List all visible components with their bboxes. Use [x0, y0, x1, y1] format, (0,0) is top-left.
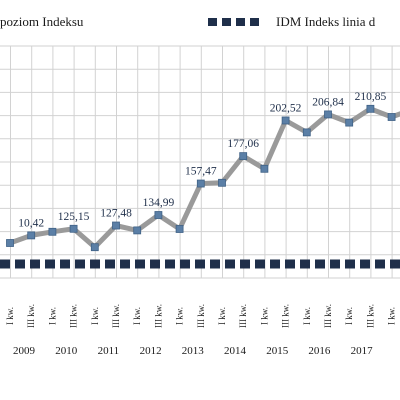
x-tick-label: I kw. [132, 307, 142, 325]
index-point [112, 221, 120, 230]
data-label: 134,99 [143, 197, 175, 209]
x-tick-label: III kw. [281, 304, 291, 328]
x-tick-label: I kw. [217, 307, 227, 325]
index-point [133, 226, 142, 235]
index-point [175, 225, 184, 233]
year-label: 2015 [266, 345, 289, 357]
index-point [366, 104, 375, 113]
index-point [196, 179, 205, 188]
index-point [324, 110, 332, 119]
x-tick-label: III kw. [69, 304, 79, 328]
year-label: 2016 [308, 345, 331, 357]
x-tick-label: I kw. [90, 307, 100, 325]
data-label: 157,47 [185, 166, 217, 178]
x-tick-label: III kw. [365, 304, 375, 328]
index-point [218, 178, 226, 187]
year-label: 2012 [140, 345, 162, 357]
data-label: 177,06 [227, 138, 259, 150]
year-label: 2013 [182, 345, 205, 357]
index-series [6, 104, 400, 252]
x-tick-label: III kw. [323, 304, 333, 328]
x-tick-label: I kw. [259, 307, 269, 325]
year-label: 2009 [13, 345, 36, 357]
legend: poziom Indeksu IDM Indeks linia d [0, 14, 376, 29]
index-point [345, 118, 354, 127]
x-tick-label: I kw. [387, 307, 397, 325]
index-point [90, 243, 99, 252]
x-tick-label: III kw. [26, 304, 36, 328]
index-point [302, 128, 311, 137]
year-label: 2010 [55, 345, 78, 357]
data-labels: 10,42 125,15 127,48 134,99 157,47 177,06 202,5… [18, 91, 387, 230]
index-point [239, 152, 248, 161]
x-tick-label: III kw. [238, 304, 248, 328]
index-point [6, 239, 14, 247]
index-point [48, 227, 57, 236]
grid [0, 45, 400, 279]
index-point [387, 113, 396, 121]
index-point [260, 164, 269, 173]
data-label: 206,84 [312, 96, 344, 108]
x-tick-label: III kw. [196, 304, 206, 328]
x-tick-label: I kw. [344, 307, 354, 325]
data-label: 202,52 [270, 102, 302, 114]
index-point [281, 116, 290, 125]
legend-item-index-level: poziom Indeksu [0, 14, 84, 29]
data-label: 210,85 [355, 91, 387, 103]
year-label: 2017 [351, 345, 374, 357]
index-series-line [9, 106, 400, 251]
x-tick-label: III kw. [111, 304, 121, 328]
year-label: 2014 [224, 345, 247, 357]
x-tick-label: I kw. [175, 307, 185, 325]
index-point [154, 211, 163, 219]
data-label: 127,48 [100, 208, 132, 220]
x-tick-label: I kw. [302, 307, 312, 325]
index-point [27, 231, 36, 240]
x-tick-label: I kw. [47, 307, 57, 325]
legend-item-baseline: IDM Indeks linia d [276, 14, 376, 29]
data-label: 10,42 [18, 217, 44, 229]
x-tick-label: III kw. [153, 304, 163, 328]
x-tick-label: I kw. [5, 307, 15, 325]
data-label: 125,15 [58, 211, 90, 223]
x-axis: I kw. III kw. I kw. III kw. I kw. III kw. I kw… [5, 304, 397, 357]
index-point [69, 224, 78, 233]
year-label: 2011 [98, 345, 120, 357]
